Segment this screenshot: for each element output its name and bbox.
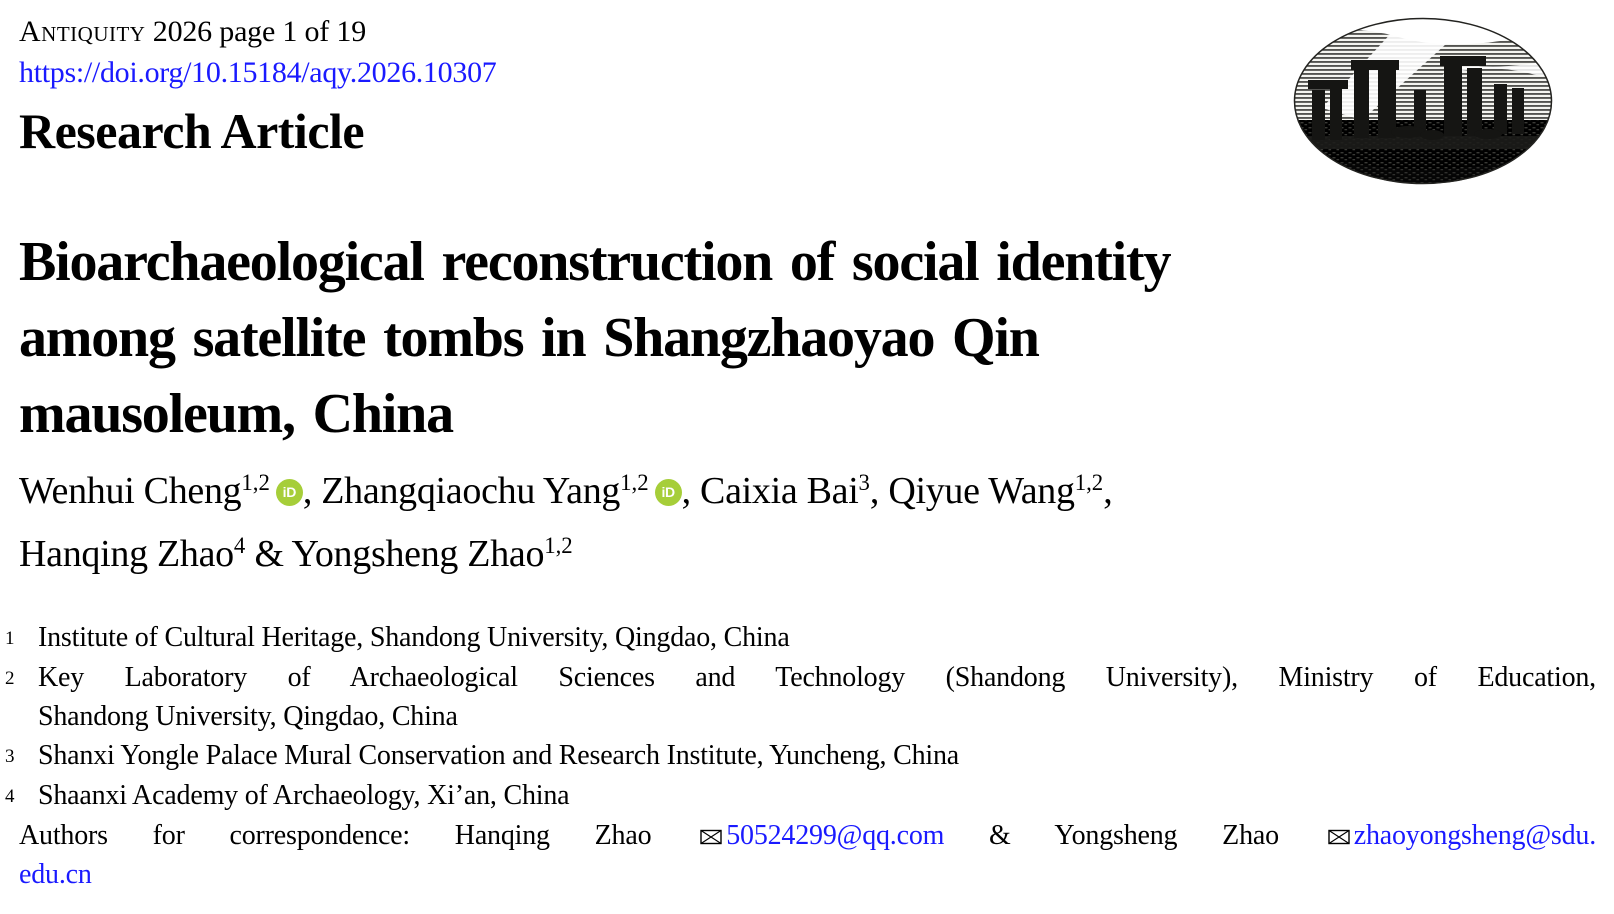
affiliation-number: 3 [5,746,15,767]
affiliation-number: 4 [5,786,15,807]
author-affiliation-superscript: 1,2 [544,533,573,559]
affiliation-number: 2 [5,668,15,689]
correspondence-email-link[interactable]: edu.cn [19,859,92,890]
correspondence-line-1: Authors for correspondence: Hanqing Zhao… [19,816,1596,855]
affiliation-text: Shanxi Yongle Palace Mural Conservation … [38,740,959,771]
affiliation-list: 1 Institute of Cultural Heritage, Shandon… [5,618,1596,816]
article-title-line: mausoleum, China [19,383,454,445]
section-label: Research Article [19,103,365,159]
article-header-page: Antiquity 2026 page 1 of 19 https://doi.… [5,12,1596,894]
correspondence-text: Authors for correspondence: Hanqing Zhao [19,820,697,851]
author-name: Caixia Bai [700,470,859,512]
antiquity-stonehenge-logo [1292,16,1554,186]
author-list: Wenhui Cheng1,2 iD, Zhangqiaochu Yang1,2 i… [19,470,1113,575]
correspondence: Authors for correspondence: Hanqing Zhao… [19,816,1596,894]
affiliation-text: Institute of Cultural Heritage, Shandong… [38,622,790,653]
orcid-icon[interactable]: iD [654,479,682,506]
author-name: Zhangqiaochu Yang [321,470,621,512]
author-affiliation-superscript: 1,2 [241,470,270,496]
affiliation: 1 Institute of Cultural Heritage, Shandon… [5,618,1596,658]
affiliation: 4 Shaanxi Academy of Archaeology, Xi’an, … [5,776,1596,816]
author-affiliation-superscript: 1,2 [1074,470,1104,496]
envelope-icon [700,816,722,855]
issue-info: 2026 page 1 of 19 [145,15,366,48]
article-title: Bioarchaeological reconstruction of soci… [19,224,1596,452]
correspondence-email-link[interactable]: zhaoyongsheng@sdu. [1353,820,1596,851]
affiliation-number: 1 [5,628,15,649]
correspondence-line-2: edu.cn [19,855,1596,894]
author-name: Qiyue Wang [888,470,1075,512]
affiliation: 3 Shanxi Yongle Palace Mural Conservation… [5,736,1596,776]
author-affiliation-superscript: 3 [858,470,870,496]
affiliation-text: Shaanxi Academy of Archaeology, Xi’an, C… [38,780,570,811]
orcid-icon[interactable]: iD [275,479,303,506]
doi-line: https://doi.org/10.15184/aqy.2026.10307 [19,52,1596,94]
author-name: Yongsheng Zhao [291,533,545,575]
affiliation-text: Key Laboratory of Archaeological Science… [38,662,1596,693]
article-title-line: Bioarchaeological reconstruction of soci… [19,231,1171,293]
author-affiliation-superscript: 4 [233,533,246,559]
author-affiliation-superscript: 1,2 [620,470,649,496]
envelope-icon [1328,816,1350,855]
affiliation: 2 Key Laboratory of Archaeological Scienc… [5,658,1596,736]
journal-name: Antiquity [19,15,146,48]
journal-page-info: Antiquity 2026 page 1 of 19 [19,12,1596,52]
author-name: Hanqing Zhao [19,533,234,575]
article-title-line: among satellite tombs in Shangzhaoyao Qi… [19,307,1040,369]
correspondence-email-link[interactable]: 50524299@qq.com [726,820,945,851]
affiliation-text: Shandong University, Qingdao, China [38,701,458,732]
author-name: Wenhui Cheng [19,470,242,512]
correspondence-text: & Yongsheng Zhao [944,820,1324,851]
doi-link[interactable]: https://doi.org/10.15184/aqy.2026.10307 [19,56,497,89]
